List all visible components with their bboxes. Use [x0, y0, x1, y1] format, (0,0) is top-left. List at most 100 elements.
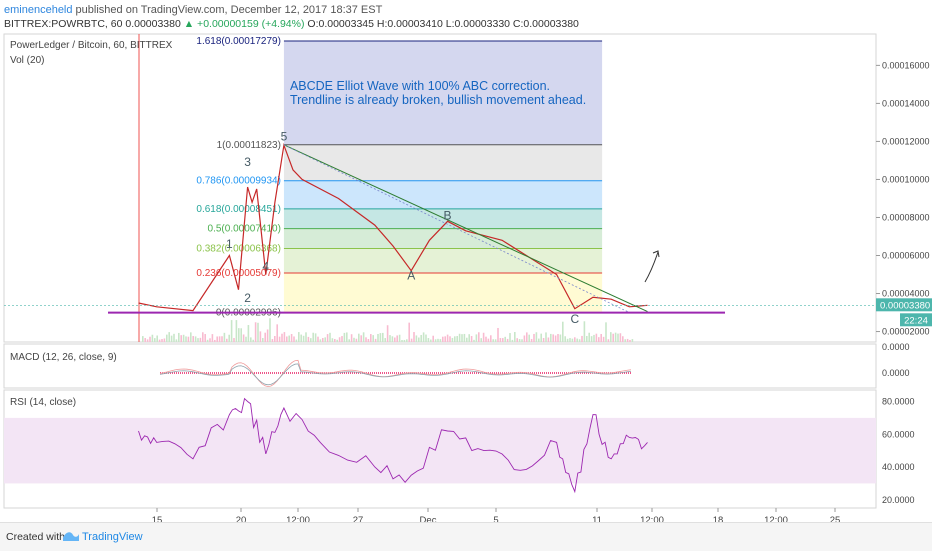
- volume-bar: [310, 338, 312, 342]
- volume-bar: [329, 332, 331, 342]
- volume-bar: [602, 336, 605, 342]
- x-tick-label: 15: [152, 515, 163, 522]
- volume-bar: [269, 318, 271, 342]
- volume-bar: [403, 339, 406, 342]
- volume-bar: [290, 333, 293, 342]
- volume-bar: [331, 338, 334, 342]
- volume-bar: [221, 336, 223, 342]
- volume-bar: [446, 334, 449, 342]
- volume-bar: [307, 336, 310, 342]
- volume-bar: [233, 338, 235, 342]
- volume-bar: [612, 333, 614, 342]
- volume-bar: [166, 334, 168, 342]
- volume-bar: [192, 336, 194, 342]
- volume-bar: [336, 339, 338, 342]
- volume-bar: [312, 332, 314, 342]
- fib-level-label: 0.236(0.00005079): [196, 268, 281, 279]
- volume-bar: [254, 322, 257, 342]
- volume-bar: [252, 339, 254, 342]
- volume-bar: [216, 336, 218, 342]
- volume-bar: [576, 338, 578, 342]
- volume-bar: [396, 335, 398, 342]
- volume-bar: [598, 337, 600, 342]
- volume-bar: [631, 339, 634, 342]
- price-tick-label: 0.00014000: [882, 98, 930, 108]
- volume-bar: [406, 339, 408, 342]
- volume-bar: [408, 322, 410, 342]
- volume-bar: [614, 332, 617, 342]
- author-link[interactable]: eminenceheld: [4, 4, 73, 16]
- volume-bar: [326, 334, 329, 342]
- volume-bar: [593, 334, 595, 342]
- volume-bar: [178, 332, 180, 342]
- volume-bar: [257, 322, 259, 342]
- x-tick-label: Dec: [420, 515, 437, 522]
- fib-zone: [283, 248, 603, 274]
- volume-bar: [554, 335, 557, 342]
- volume-bar: [583, 321, 586, 342]
- volume-bar: [146, 339, 149, 342]
- volume-bar: [401, 339, 403, 342]
- volume-bar: [444, 336, 446, 342]
- volume-bar: [624, 339, 626, 342]
- volume-bar: [586, 335, 588, 342]
- volume-bar: [430, 339, 432, 342]
- volume-bar: [518, 339, 521, 342]
- volume-bar: [211, 334, 214, 342]
- rsi-band: [4, 417, 876, 484]
- volume-bar: [187, 336, 190, 342]
- wave-label: C: [570, 312, 579, 326]
- price-tick-label: 0.00008000: [882, 212, 930, 222]
- volume-bar: [199, 337, 202, 342]
- volume-bar: [362, 332, 365, 342]
- x-tick-label: 18: [713, 515, 724, 522]
- volume-bar: [432, 335, 434, 342]
- volume-bar: [324, 337, 326, 342]
- tradingview-logo-icon[interactable]: [62, 529, 80, 548]
- volume-bar: [559, 334, 562, 342]
- volume-bar: [250, 337, 252, 342]
- created-with-text: Created with: [6, 531, 65, 543]
- volume-bar: [319, 339, 322, 342]
- volume-bar: [245, 336, 247, 342]
- wave-label: 2: [244, 291, 251, 305]
- volume-bar: [194, 336, 197, 342]
- volume-bar: [322, 337, 324, 342]
- volume-bar: [502, 338, 504, 342]
- volume-bar: [607, 339, 610, 342]
- volume-bar: [365, 337, 367, 342]
- volume-bar: [223, 332, 226, 342]
- volume-bar: [610, 332, 612, 342]
- bullish-arrow-head: [652, 250, 660, 258]
- volume-bar: [276, 324, 278, 342]
- symbol-price: BITTREX:POWRBTC, 60 0.00003380: [4, 18, 184, 30]
- volume-bar: [550, 333, 552, 342]
- bullish-arrow: [644, 251, 659, 283]
- volume-bar: [595, 333, 598, 342]
- volume-bar: [492, 339, 494, 342]
- chart-canvas[interactable]: 1.618(0.00017279) 1(0.00011823) 0.786(0.00…: [0, 0, 932, 522]
- volume-bar: [506, 338, 509, 342]
- volume-bar: [149, 336, 151, 342]
- volume-bar: [286, 336, 288, 342]
- volume-bar: [288, 335, 290, 342]
- rsi-tick-label: 20.0000: [882, 495, 915, 505]
- volume-bar: [545, 332, 547, 342]
- volume-bar: [605, 322, 607, 342]
- volume-bar: [538, 338, 540, 342]
- volume-bar: [473, 339, 475, 342]
- volume-bar: [487, 338, 490, 342]
- price-tick-label: 0.00004000: [882, 289, 930, 299]
- rsi-legend: RSI (14, close): [10, 397, 77, 408]
- wave-label: 4: [262, 260, 269, 274]
- volume-bar: [564, 336, 566, 342]
- volume-bar: [509, 333, 511, 342]
- volume-bar: [466, 337, 468, 342]
- volume-bar: [168, 332, 170, 342]
- volume-bar: [348, 339, 350, 342]
- volume-bar: [173, 333, 175, 342]
- volume-bar: [470, 336, 473, 342]
- tradingview-brand-link[interactable]: TradingView: [82, 531, 143, 543]
- volume-bar: [451, 337, 454, 342]
- volume-bar: [413, 332, 415, 342]
